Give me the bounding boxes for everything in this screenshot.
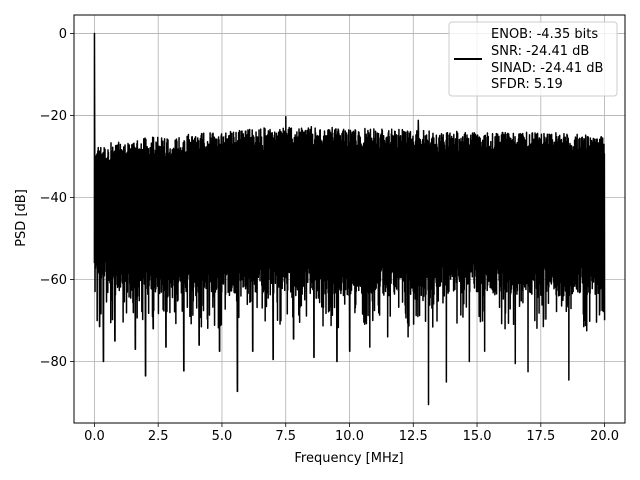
psd-trace (93, 32, 606, 406)
y-tick-label: −80 (40, 355, 67, 370)
x-tick-label: 17.5 (526, 429, 555, 444)
y-axis-label: PSD [dB] (14, 189, 29, 247)
legend-sinad: SINAD: -24.41 dB (491, 61, 603, 76)
x-tick-label: 12.5 (399, 429, 428, 444)
legend: ENOB: -4.35 bits SNR: -24.41 dB SINAD: -… (448, 21, 618, 97)
legend-snr: SNR: -24.41 dB (491, 44, 589, 59)
legend-box (448, 21, 618, 97)
x-tick-label: 5.0 (212, 429, 233, 444)
x-tick-label: 10.0 (335, 429, 364, 444)
y-tick-label: −20 (40, 109, 67, 124)
y-tick-label: −60 (40, 273, 67, 288)
x-axis-label: Frequency [MHz] (294, 451, 403, 466)
legend-sfdr: SFDR: 5.19 (491, 77, 563, 92)
legend-enob: ENOB: -4.35 bits (491, 27, 598, 42)
psd-series (93, 32, 606, 406)
y-tick-label: 0 (59, 27, 67, 42)
x-tick-label: 20.0 (590, 429, 619, 444)
x-tick-label: 2.5 (148, 429, 169, 444)
y-tick-label: −40 (40, 191, 67, 206)
x-tick-label: 15.0 (463, 429, 492, 444)
ticks: 0.0 2.5 5.0 7.5 10.0 12.5 15.0 17.5 20.0 0 −20 −40 −… (40, 27, 620, 444)
x-tick-label: 7.5 (275, 429, 296, 444)
x-tick-label: 0.0 (84, 429, 105, 444)
